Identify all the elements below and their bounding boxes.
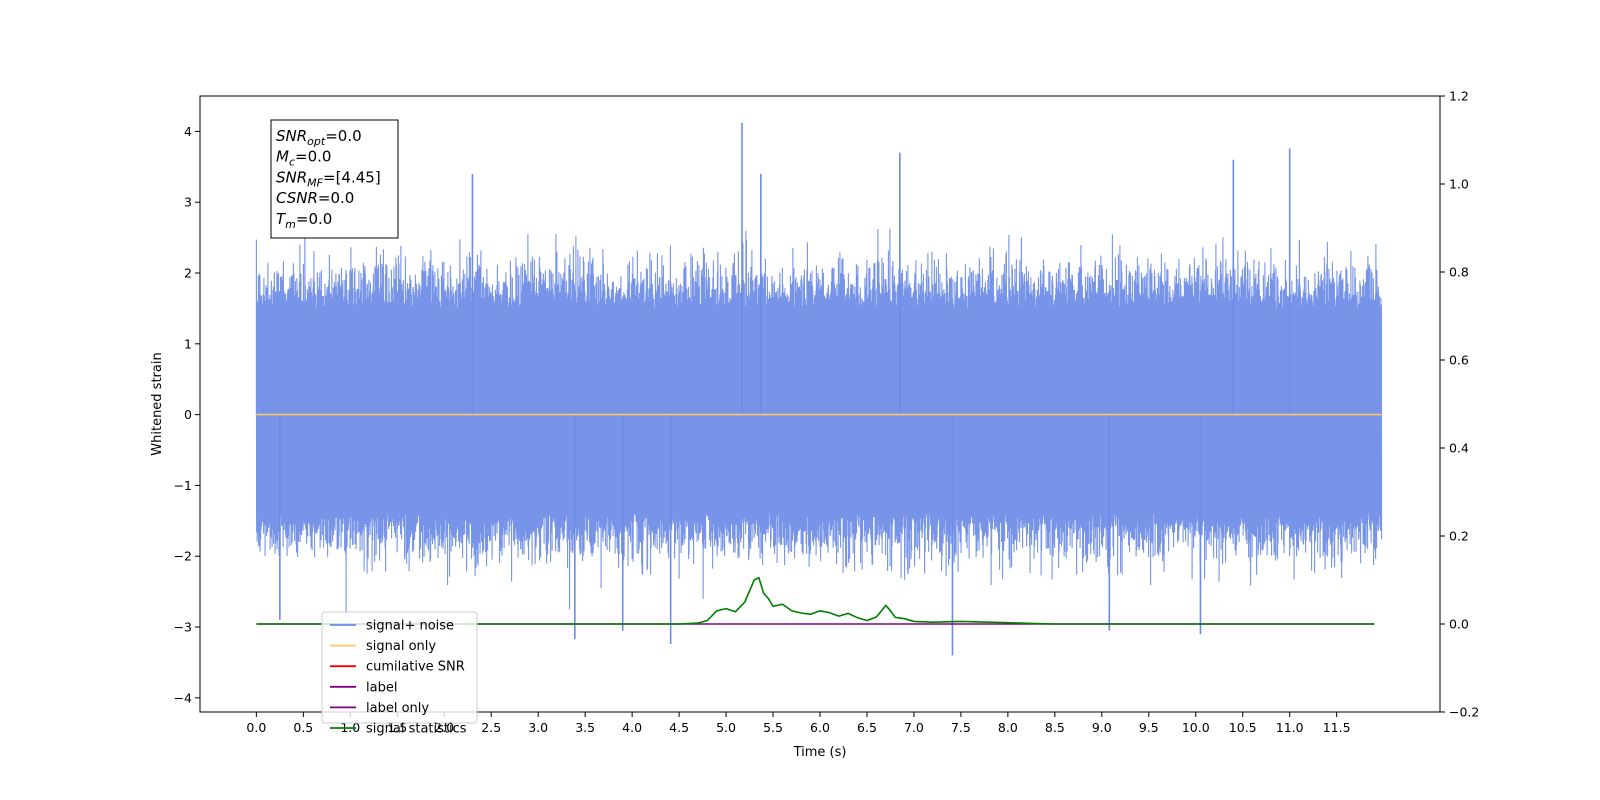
noise-trace: [255, 209, 1383, 618]
x-tick-label: 0.0: [246, 720, 266, 735]
x-tick-label: 8.5: [1045, 720, 1065, 735]
legend-label: label: [366, 680, 397, 695]
signal-statistics-line: [256, 576, 1375, 625]
x-tick-label: 5.5: [763, 720, 783, 735]
x-tick-label: 6.0: [810, 720, 830, 735]
x-tick-label: 6.5: [857, 720, 877, 735]
x-tick-label: 2.0: [434, 720, 454, 735]
annotation-line: Mc=0.0: [276, 148, 331, 169]
x-tick-label: 4.5: [669, 720, 689, 735]
annotation-line: CSNR=0.0: [276, 189, 354, 207]
x-tick-label: 8.0: [998, 720, 1018, 735]
x-tick-label: 1.5: [387, 720, 407, 735]
x-tick-label: 10.0: [1182, 720, 1210, 735]
signal-plus-noise-series: [255, 122, 1383, 656]
y2-tick-label: 0.6: [1449, 353, 1469, 368]
y2-tick-label: 0.0: [1449, 617, 1469, 632]
y2-tick-label: 1.2: [1449, 89, 1469, 104]
legend-label: signal statistics: [366, 722, 467, 737]
annotation-line: SNRMF=[4.45]: [276, 168, 381, 189]
legend-label: label only: [366, 701, 429, 716]
y-tick-label: −3: [174, 620, 192, 635]
x-tick-label: 11.0: [1276, 720, 1304, 735]
y-tick-label: 2: [184, 266, 192, 281]
annotation-box: [270, 119, 399, 239]
x-tick-label: 7.0: [904, 720, 924, 735]
x-tick-label: 10.5: [1229, 720, 1257, 735]
legend-label: cumilative SNR: [366, 660, 465, 675]
legend-box: [321, 611, 478, 724]
annotation-line: SNRopt=0.0: [276, 127, 362, 148]
x-tick-label: 2.5: [481, 720, 501, 735]
x-tick-label: 0.5: [293, 720, 313, 735]
y-tick-label: 1: [184, 336, 192, 351]
x-tick-label: 11.5: [1323, 720, 1351, 735]
y2-tick-label: 0.2: [1449, 529, 1469, 544]
x-tick-label: 9.5: [1139, 720, 1159, 735]
y-tick-label: −1: [174, 478, 192, 493]
legend-label: signal+ noise: [366, 619, 454, 634]
x-tick-label: 3.0: [528, 720, 548, 735]
y-tick-label: 0: [184, 407, 192, 422]
x-tick-label: 3.5: [575, 720, 595, 735]
y-tick-label: 3: [184, 195, 192, 210]
y-axis-label: Whitened strain: [150, 352, 165, 455]
y-tick-label: −2: [174, 549, 192, 564]
x-axis-label: Time (s): [793, 745, 847, 760]
y2-tick-label: 0.8: [1449, 265, 1469, 280]
y2-tick-label: 0.4: [1449, 441, 1469, 456]
y2-tick-label: −0.2: [1449, 705, 1479, 720]
annotation-line: Tm=0.0: [276, 210, 332, 231]
y-tick-label: 4: [184, 124, 192, 139]
x-tick-label: 5.0: [716, 720, 736, 735]
legend-label: signal only: [366, 639, 436, 654]
y-tick-label: −4: [174, 690, 192, 705]
x-tick-label: 7.5: [951, 720, 971, 735]
y2-tick-label: 1.0: [1449, 177, 1469, 192]
x-tick-label: 9.0: [1092, 720, 1112, 735]
x-tick-label: 4.0: [622, 720, 642, 735]
